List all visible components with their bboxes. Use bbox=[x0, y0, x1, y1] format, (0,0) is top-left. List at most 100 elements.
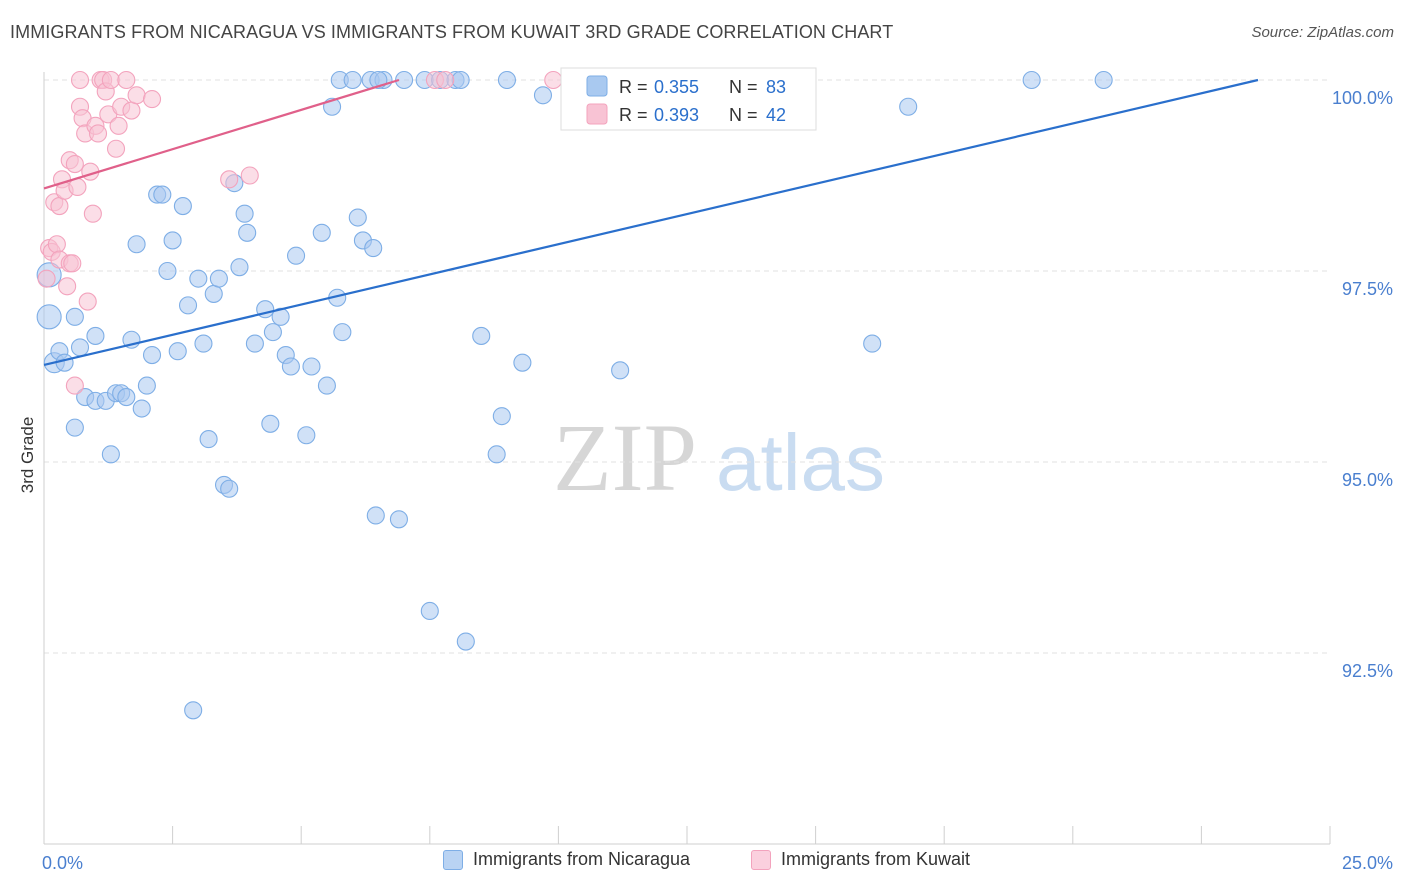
stats-swatch-kuwait bbox=[586, 103, 608, 125]
nicaragua-point bbox=[153, 185, 172, 204]
kuwait-point bbox=[65, 154, 84, 174]
nicaragua-point bbox=[178, 296, 198, 315]
kuwait-point bbox=[544, 70, 563, 90]
legend-swatch-nicaragua bbox=[443, 849, 463, 870]
nicaragua-point bbox=[863, 334, 882, 353]
nicaragua-point bbox=[1094, 70, 1113, 90]
legend-label-kuwait: Immigrants from Kuwait bbox=[781, 849, 971, 869]
nicaragua-point bbox=[230, 258, 249, 277]
nicaragua-point bbox=[168, 342, 187, 361]
stats-r-value: 0.393 bbox=[654, 105, 699, 125]
kuwait-point bbox=[83, 204, 102, 223]
nicaragua-point bbox=[513, 353, 532, 372]
nicaragua-point bbox=[333, 323, 352, 342]
kuwait-point bbox=[106, 139, 126, 158]
nicaragua-point bbox=[492, 407, 511, 426]
nicaragua-point bbox=[184, 701, 203, 720]
nicaragua-point bbox=[127, 235, 146, 254]
kuwait-point bbox=[63, 254, 82, 273]
stats-n-value: 83 bbox=[766, 77, 786, 97]
stats-n-label: N = bbox=[729, 105, 758, 125]
nicaragua-point bbox=[199, 430, 218, 449]
kuwait-point bbox=[122, 101, 141, 120]
stats-r-label: R = bbox=[619, 105, 648, 125]
nicaragua-point bbox=[238, 223, 257, 242]
nicaragua-point bbox=[611, 361, 630, 380]
nicaragua-point bbox=[163, 231, 182, 250]
legend-swatch-kuwait bbox=[751, 849, 771, 870]
legend-item-kuwait[interactable]: Immigrants from Kuwait bbox=[751, 849, 970, 870]
x-tick-label-min: 0.0% bbox=[42, 853, 83, 873]
nicaragua-point bbox=[101, 445, 120, 464]
nicaragua-point bbox=[533, 86, 553, 105]
nicaragua-point bbox=[65, 307, 84, 326]
nicaragua-point bbox=[220, 479, 239, 498]
kuwait-point bbox=[436, 70, 455, 90]
nicaragua-point bbox=[487, 445, 506, 464]
nicaragua-point bbox=[312, 223, 331, 242]
nicaragua-point bbox=[456, 632, 475, 651]
nicaragua-point bbox=[297, 426, 316, 445]
kuwait-point bbox=[50, 197, 69, 216]
nicaragua-point bbox=[194, 334, 213, 353]
nicaragua-point bbox=[86, 326, 105, 345]
nicaragua-point bbox=[204, 284, 223, 303]
nicaragua-point bbox=[189, 269, 208, 288]
chart-title: IMMIGRANTS FROM NICARAGUA VS IMMIGRANTS … bbox=[10, 22, 894, 42]
stats-r-label: R = bbox=[619, 77, 648, 97]
nicaragua-point bbox=[70, 338, 90, 357]
y-axis-label: 3rd Grade bbox=[18, 417, 37, 494]
nicaragua-point bbox=[287, 246, 306, 265]
nicaragua-point bbox=[389, 510, 408, 529]
nicaragua-point bbox=[55, 353, 74, 372]
nicaragua-point bbox=[497, 70, 517, 90]
nicaragua-point bbox=[65, 418, 84, 437]
kuwait-point bbox=[142, 90, 162, 109]
kuwait-trendline bbox=[43, 78, 400, 190]
nicaragua-point bbox=[173, 197, 192, 216]
kuwait-point bbox=[240, 166, 259, 185]
stats-r-value: 0.355 bbox=[654, 77, 699, 97]
kuwait-point bbox=[37, 269, 56, 288]
bottom-legend: Immigrants from Nicaragua Immigrants fro… bbox=[0, 849, 1406, 879]
legend-label-nicaragua: Immigrants from Nicaragua bbox=[473, 849, 691, 869]
nicaragua-point bbox=[281, 357, 300, 376]
legend-item-nicaragua[interactable]: Immigrants from Nicaragua bbox=[443, 849, 690, 870]
nicaragua-point bbox=[302, 357, 321, 376]
nicaragua-point bbox=[209, 269, 228, 288]
nicaragua-point bbox=[366, 506, 385, 525]
watermark-zip: ZIP bbox=[553, 404, 697, 511]
nicaragua-point bbox=[36, 304, 62, 330]
y-tick-label: 97.5% bbox=[1342, 279, 1393, 299]
kuwait-point bbox=[70, 70, 90, 90]
y-tick-label: 92.5% bbox=[1342, 661, 1393, 681]
nicaragua-point bbox=[343, 70, 362, 90]
nicaragua-point bbox=[364, 239, 383, 258]
stats-swatch-nicaragua bbox=[586, 75, 608, 97]
nicaragua-point bbox=[137, 376, 156, 395]
nicaragua-point bbox=[263, 323, 282, 342]
kuwait-point bbox=[127, 86, 146, 105]
kuwait-point bbox=[65, 376, 84, 395]
nicaragua-point bbox=[245, 334, 264, 353]
nicaragua-point bbox=[235, 204, 254, 223]
nicaragua-point bbox=[117, 388, 136, 407]
nicaragua-point bbox=[348, 208, 367, 227]
nicaragua-point bbox=[142, 345, 162, 365]
stats-legend: R = 0.355 N = 83 R = 0.393 N = 42 bbox=[560, 67, 817, 131]
x-tick-label-max: 25.0% bbox=[1342, 853, 1393, 873]
y-tick-label: 95.0% bbox=[1342, 470, 1393, 490]
kuwait-point bbox=[58, 277, 77, 296]
stats-n-value: 42 bbox=[766, 105, 786, 125]
kuwait-point bbox=[101, 70, 120, 90]
stats-n-label: N = bbox=[729, 77, 758, 97]
y-tick-label: 100.0% bbox=[1332, 88, 1393, 108]
nicaragua-point bbox=[451, 70, 470, 90]
nicaragua-point bbox=[1022, 70, 1041, 90]
nicaragua-point bbox=[899, 97, 918, 116]
kuwait-point bbox=[78, 292, 97, 311]
kuwait-point bbox=[117, 70, 136, 90]
kuwait-point bbox=[47, 235, 66, 254]
nicaragua-point bbox=[158, 261, 177, 281]
